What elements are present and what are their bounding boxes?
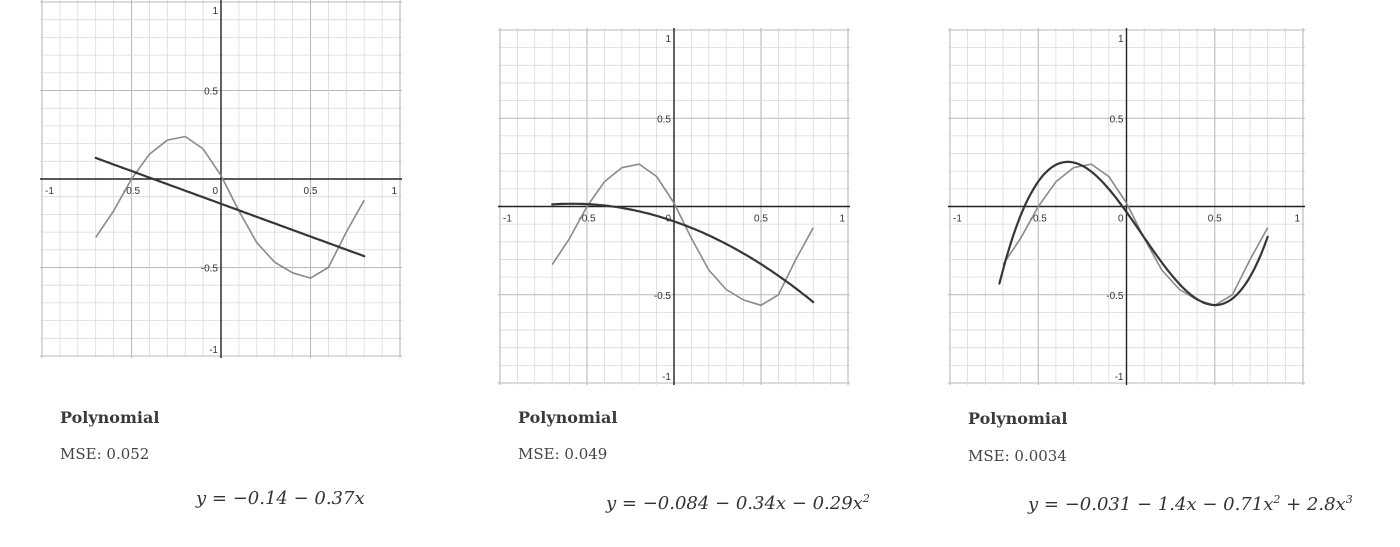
plot-svg-2: -1 -0.5 0 0.5 110.5-0.5-1 [498, 28, 850, 385]
equation: y = −0.14 − 0.37x [196, 488, 365, 509]
y-tick-label: -1 [209, 345, 218, 356]
chart-title: Polynomial [968, 409, 1068, 428]
chart-panel-2: -1 -0.5 0 0.5 1 1 0.5 -0.5 -1 Polynomial MSE: 0.… [498, 0, 938, 547]
y-tick-label: 1 [212, 6, 218, 17]
y-tick-label: 0.5 [657, 114, 671, 125]
equation: y = −0.084 − 0.34x − 0.29x2 [606, 492, 870, 514]
equation-text: y = −0.084 − 0.34x − 0.29x [606, 493, 863, 514]
x-tick-label: -1 [45, 186, 54, 197]
mse-label: MSE: 0.052 [60, 445, 150, 463]
chart-panel-3: -1 -0.5 0 0.5 1 1 0.5 -0.5 -1 Polynomial MSE: 0.… [948, 0, 1388, 547]
plot-3: -1 -0.5 0 0.5 1 1 0.5 -0.5 -1 [948, 28, 1305, 385]
x-tick-label: -1 [503, 214, 512, 225]
y-tick-label: 0.5 [204, 87, 218, 98]
y-tick-label: -1 [662, 372, 671, 383]
y-tick-label: -0.5 [654, 291, 672, 302]
equation-exponent-3: 3 [1345, 493, 1353, 506]
y-tick-label: -0.5 [1106, 291, 1124, 302]
fit-curve [998, 160, 1269, 307]
chart-title: Polynomial [60, 408, 160, 427]
x-tick-label: 1 [1294, 214, 1300, 225]
x-tick-label: -1 [953, 214, 962, 225]
equation-text: y = −0.031 − 1.4x − 0.71x [1028, 494, 1274, 515]
y-tick-label: -1 [1115, 372, 1124, 383]
y-tick-label: 1 [665, 34, 671, 45]
chart-title: Polynomial [518, 408, 618, 427]
fit-curve [94, 156, 366, 258]
data-curve [551, 163, 814, 307]
y-tick-label: 0.5 [1110, 114, 1124, 125]
data-curve [1002, 163, 1269, 307]
x-tick-label: -0.5 [1030, 214, 1048, 225]
plot-svg-3: -1 -0.5 0 0.5 1 1 0.5 -0.5 -1 [948, 28, 1305, 385]
equation-exponent: 2 [862, 492, 870, 505]
equation: y = −0.031 − 1.4x − 0.71x2 + 2.8x3 [1028, 493, 1353, 515]
x-tick-label: 0.5 [1208, 214, 1222, 225]
equation-tail: + 2.8x [1280, 494, 1346, 515]
plot-2: -1 -0.5 0 0.5 1 1 0.5 -0.5 -1 [498, 28, 850, 385]
mse-label: MSE: 0.0034 [968, 447, 1067, 465]
x-tick-label: 0 [212, 186, 218, 197]
x-tick-label: 1 [391, 186, 397, 197]
x-tick-label: -0.5 [578, 214, 596, 225]
fit-curve [551, 202, 815, 304]
x-tick-label: 1 [839, 214, 845, 225]
y-tick-label: 1 [1118, 34, 1124, 45]
plot-1: -1 -0.5 0 0.5 1 1 0.5 -0.5 -1 [40, 0, 402, 358]
y-tick-label: -0.5 [201, 264, 219, 275]
plot-svg-1: -1 -0.5 0 0.5 1 1 0.5 -0.5 -1 [40, 0, 402, 358]
equation-text: y = −0.14 − 0.37x [196, 488, 365, 509]
mse-label: MSE: 0.049 [518, 445, 608, 463]
equation-exponent-2: 2 [1273, 493, 1281, 506]
x-tick-label: -0.5 [123, 186, 141, 197]
data-curve [95, 135, 365, 279]
x-tick-label: 0 [1118, 214, 1124, 225]
x-tick-label: 0.5 [304, 186, 318, 197]
chart-panel-1: -1 -0.5 0 0.5 1 1 0.5 -0.5 -1 Polynomial MSE: 0.… [40, 0, 480, 547]
x-tick-label: 0.5 [754, 214, 768, 225]
